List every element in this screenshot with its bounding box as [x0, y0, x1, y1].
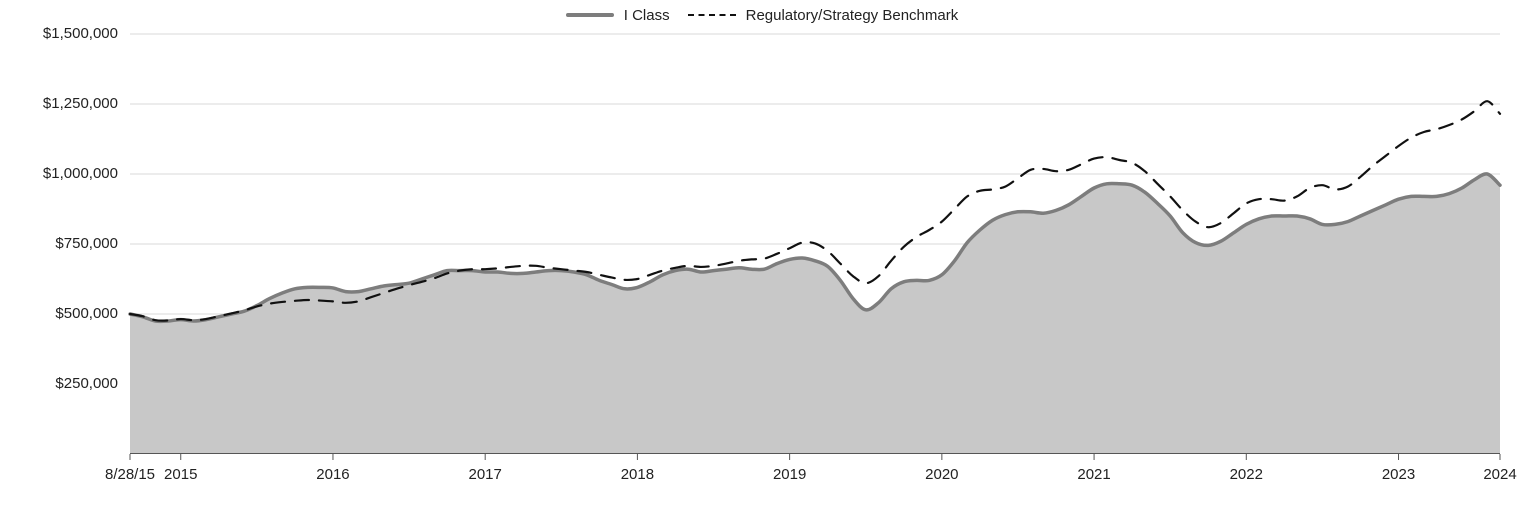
- legend-label: Regulatory/Strategy Benchmark: [746, 7, 959, 24]
- x-tick-label: 2023: [1382, 466, 1415, 483]
- x-tick-label: 2016: [316, 466, 349, 483]
- x-tick-label: 2020: [925, 466, 958, 483]
- y-tick-label: $750,000: [0, 235, 118, 252]
- growth-chart: I Class Regulatory/Strategy Benchmark $2…: [0, 0, 1524, 516]
- legend-swatch-solid: [566, 13, 614, 17]
- y-tick-label: $1,500,000: [0, 25, 118, 42]
- y-tick-label: $1,000,000: [0, 165, 118, 182]
- legend-swatch-dashed: [688, 14, 736, 16]
- legend-item-benchmark: Regulatory/Strategy Benchmark: [688, 7, 959, 24]
- legend: I Class Regulatory/Strategy Benchmark: [0, 0, 1524, 30]
- x-tick-label: 2024: [1483, 466, 1516, 483]
- x-tick-label: 2017: [468, 466, 501, 483]
- x-tick-label: 2019: [773, 466, 806, 483]
- x-tick-label: 2018: [621, 466, 654, 483]
- x-tick-label: 2015: [164, 466, 197, 483]
- x-tick-label: 8/28/15: [105, 466, 155, 483]
- y-tick-label: $250,000: [0, 375, 118, 392]
- plot-area: [130, 34, 1500, 461]
- x-tick-label: 2021: [1077, 466, 1110, 483]
- legend-item-iclass: I Class: [566, 7, 670, 24]
- x-tick-label: 2022: [1230, 466, 1263, 483]
- y-tick-label: $500,000: [0, 305, 118, 322]
- legend-label: I Class: [624, 7, 670, 24]
- y-tick-label: $1,250,000: [0, 95, 118, 112]
